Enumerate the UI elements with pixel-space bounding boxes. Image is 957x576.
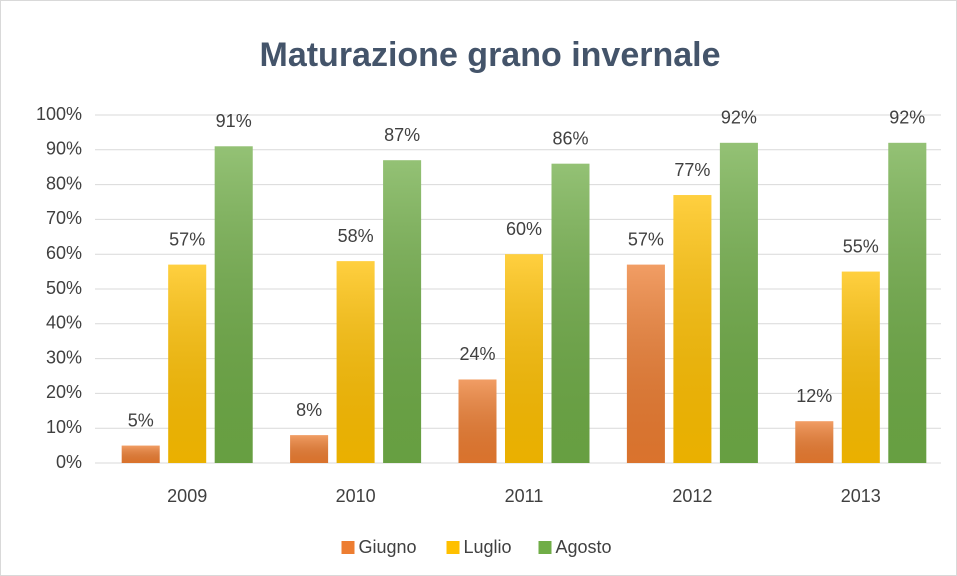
- legend-swatch: [341, 541, 355, 554]
- y-tick-label: 0%: [56, 452, 82, 472]
- bar-shade: [458, 379, 497, 463]
- data-label: 91%: [216, 111, 252, 131]
- data-label: 57%: [169, 229, 205, 249]
- data-label: 87%: [384, 125, 420, 145]
- y-tick-label: 50%: [46, 278, 82, 298]
- legend-label: Giugno: [359, 537, 417, 557]
- bar-shade: [841, 271, 880, 463]
- x-tick-label: 2012: [672, 486, 712, 506]
- legend-label: Agosto: [556, 537, 612, 557]
- bar-shade: [719, 142, 758, 463]
- x-tick-label: 2009: [167, 486, 207, 506]
- bar-shade: [336, 261, 375, 463]
- data-label: 8%: [296, 400, 322, 420]
- bar-shade: [505, 254, 543, 463]
- chart-title: Maturazione grano invernale: [260, 36, 721, 74]
- y-tick-label: 70%: [46, 208, 82, 228]
- data-label: 55%: [843, 236, 879, 256]
- data-label: 92%: [721, 108, 757, 128]
- y-tick-label: 90%: [46, 139, 82, 159]
- bar-shade: [121, 445, 160, 463]
- y-tick-label: 40%: [46, 313, 82, 333]
- data-label: 86%: [552, 128, 588, 148]
- legend-swatch: [538, 541, 552, 554]
- y-tick-label: 30%: [46, 347, 82, 367]
- bar-shade: [383, 160, 422, 464]
- bar-shade: [168, 264, 207, 463]
- y-tick-label: 100%: [36, 104, 82, 124]
- bar-shade: [551, 163, 590, 463]
- x-tick-label: 2010: [336, 486, 376, 506]
- x-tick-label: 2011: [505, 486, 544, 506]
- data-label: 92%: [889, 108, 925, 128]
- data-label: 24%: [459, 344, 495, 364]
- data-label: 57%: [628, 229, 664, 249]
- legend-swatch: [446, 541, 460, 554]
- bar-shade: [290, 435, 329, 463]
- legend-label: Luglio: [464, 537, 512, 557]
- y-tick-label: 60%: [46, 243, 82, 263]
- bar-shade: [626, 264, 665, 463]
- data-label: 58%: [338, 226, 374, 246]
- x-tick-label: 2013: [841, 486, 881, 506]
- y-tick-label: 10%: [46, 417, 82, 437]
- data-label: 60%: [506, 219, 542, 239]
- data-label: 12%: [796, 386, 832, 406]
- bar-shade: [888, 142, 927, 463]
- y-tick-label: 20%: [46, 382, 82, 402]
- y-tick-label: 80%: [46, 173, 82, 193]
- bar-shade: [214, 146, 253, 463]
- bar-shade: [673, 195, 712, 464]
- data-label: 77%: [674, 160, 710, 180]
- bar-shade: [795, 421, 834, 463]
- data-label: 5%: [128, 410, 154, 430]
